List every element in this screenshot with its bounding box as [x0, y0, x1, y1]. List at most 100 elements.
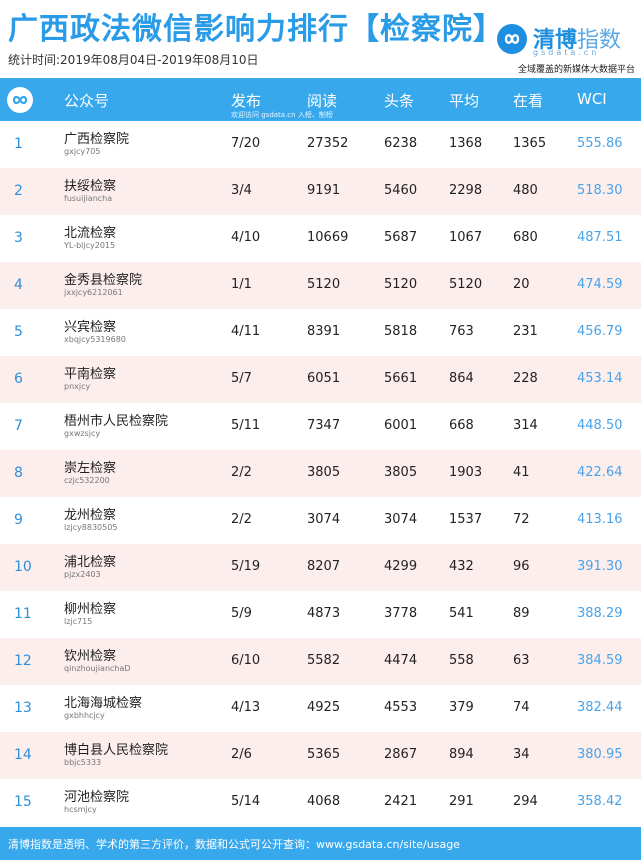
table-row[interactable]: 5 兴宾检察 xbqjcy5319680 4/11 8391 5818 763 231 456.… [0, 309, 641, 356]
publish-count: 5/9 [231, 606, 252, 621]
brand-logo-block[interactable]: 清博指数 gsdata.cn 全域覆盖的新媒体大数据平台 [485, 12, 635, 75]
wci-score: 391.30 [577, 559, 623, 574]
rank-number: 14 [14, 747, 32, 763]
table-row[interactable]: 11 柳州检察 lzjc715 5/9 4873 3778 541 89 388.29 [0, 591, 641, 638]
account-name: 广西检察院 [64, 132, 130, 147]
wci-score: 380.95 [577, 747, 623, 762]
account-name: 博白县人民检察院 [64, 743, 169, 758]
account-name: 柳州检察 [64, 602, 117, 617]
rank-number: 6 [14, 371, 23, 387]
headline-reads: 4299 [384, 559, 418, 574]
table-row[interactable]: 15 河池检察院 hcsmjcy 5/14 4068 2421 291 294 358.42 [0, 779, 641, 826]
watching-count: 89 [513, 606, 530, 621]
average-reads: 1537 [449, 512, 483, 527]
reads-value: 6051 [307, 371, 341, 386]
wci-score: 382.44 [577, 700, 623, 715]
headline-reads: 5661 [384, 371, 418, 386]
col-reads: 阅读 [307, 92, 338, 110]
col-headline: 头条 [384, 92, 415, 110]
account-name: 兴宾检察 [64, 320, 117, 335]
reads-value: 3074 [307, 512, 341, 527]
rank-number: 8 [14, 465, 23, 481]
header: 广西政法微信影响力排行【检察院】 统计时间:2019年08月04日-2019年0… [0, 0, 641, 78]
wci-score: 555.86 [577, 136, 623, 151]
footer: 清博指数是透明、学术的第三方评价，数据和公式可公开查询：www.gsdata.c… [0, 827, 641, 860]
publish-count: 5/14 [231, 794, 261, 809]
table-row[interactable]: 6 平南检察 pnxjcy 5/7 6051 5661 864 228 453.14 [0, 356, 641, 403]
rank-number: 3 [14, 230, 23, 246]
average-reads: 291 [449, 794, 474, 809]
headline-reads: 2867 [384, 747, 418, 762]
watching-count: 34 [513, 747, 530, 762]
wci-score: 448.50 [577, 418, 623, 433]
reads-value: 10669 [307, 230, 349, 245]
table-row[interactable]: 10 浦北检察 pjzx2403 5/19 8207 4299 432 96 391.30 [0, 544, 641, 591]
publish-count: 5/11 [231, 418, 261, 433]
wci-score: 518.30 [577, 183, 623, 198]
table-row[interactable]: 3 北流检察 YL-bljcy2015 4/10 10669 5687 1067 680 487… [0, 215, 641, 262]
publish-count: 7/20 [231, 136, 261, 151]
reads-value: 5365 [307, 747, 341, 762]
rank-number: 7 [14, 418, 23, 434]
publish-count: 2/2 [231, 512, 252, 527]
reads-value: 5120 [307, 277, 341, 292]
publish-count: 4/10 [231, 230, 261, 245]
table-row[interactable]: 8 崇左检察 czjc532200 2/2 3805 3805 1903 41 422.64 [0, 450, 641, 497]
rank-number: 15 [14, 794, 32, 810]
brand-domain: gsdata.cn [533, 48, 600, 57]
col-account: 公众号 [64, 92, 110, 110]
rank-number: 13 [14, 700, 32, 716]
account-id: YL-bljcy2015 [64, 241, 116, 250]
rank-number: 10 [14, 559, 32, 575]
account-name: 金秀县检察院 [64, 273, 143, 288]
account-id: hcsmjcy [64, 805, 97, 814]
watching-count: 72 [513, 512, 530, 527]
wci-score: 453.14 [577, 371, 623, 386]
publish-count: 2/6 [231, 747, 252, 762]
average-reads: 541 [449, 606, 474, 621]
brand-name-main: 清博 [533, 28, 578, 53]
brand-name: 清博指数 [533, 22, 621, 54]
table-row[interactable]: 14 博白县人民检察院 bbjc5333 2/6 5365 2867 894 34 380.95 [0, 732, 641, 779]
account-name: 北流检察 [64, 226, 117, 241]
table-row[interactable]: 13 北海海城检察 gxbhhcjcy 4/13 4925 4553 379 74 382.44 [0, 685, 641, 732]
rank-number: 2 [14, 183, 23, 199]
account-id: gxjcy705 [64, 147, 101, 156]
reads-value: 7347 [307, 418, 341, 433]
account-id: gxbhhcjcy [64, 711, 105, 720]
reads-value: 4068 [307, 794, 341, 809]
account-id: pnxjcy [64, 382, 91, 391]
account-name: 龙州检察 [64, 508, 117, 523]
reads-value: 4925 [307, 700, 341, 715]
table-row[interactable]: 1 广西检察院 gxjcy705 7/20 27352 6238 1368 1365 555.8… [0, 121, 641, 168]
table-row[interactable]: 7 梧州市人民检察院 gxwzsjcy 5/11 7347 6001 668 314 448.5… [0, 403, 641, 450]
account-name: 浦北检察 [64, 555, 117, 570]
table-row[interactable]: 12 钦州检察 qinzhoujianchaD 6/10 5582 4474 558 63 38… [0, 638, 641, 685]
headline-reads: 3778 [384, 606, 418, 621]
table-row[interactable]: 2 扶绥检察 fusuijiancha 3/4 9191 5460 2298 480 518.3… [0, 168, 641, 215]
brand-slogan: 全域覆盖的新媒体大数据平台 [517, 65, 635, 75]
account-id: qinzhoujianchaD [64, 664, 131, 673]
account-id: fusuijiancha [64, 194, 113, 203]
table-row[interactable]: 9 龙州检察 lzjcy8830505 2/2 3074 3074 1537 72 413.16 [0, 497, 641, 544]
reads-value: 9191 [307, 183, 341, 198]
watching-count: 294 [513, 794, 538, 809]
watching-count: 96 [513, 559, 530, 574]
watching-count: 314 [513, 418, 538, 433]
table-row[interactable]: 4 金秀县检察院 jxxjcy6212061 1/1 5120 5120 5120 20 474… [0, 262, 641, 309]
reads-value: 3805 [307, 465, 341, 480]
publish-count: 4/13 [231, 700, 261, 715]
publish-count: 2/2 [231, 465, 252, 480]
col-watching: 在看 [513, 92, 544, 110]
account-name: 河池检察院 [64, 790, 130, 805]
wci-score: 358.42 [577, 794, 623, 809]
publish-count: 5/7 [231, 371, 252, 386]
account-id: lzjcy8830505 [64, 523, 118, 532]
reads-value: 8391 [307, 324, 341, 339]
account-id: jxxjcy6212061 [64, 288, 123, 297]
average-reads: 1903 [449, 465, 483, 480]
column-note: 欢迎访问 gsdata.cn 入榜、制榜 [231, 111, 333, 119]
account-id: bbjc5333 [64, 758, 102, 767]
average-reads: 864 [449, 371, 474, 386]
average-reads: 558 [449, 653, 474, 668]
